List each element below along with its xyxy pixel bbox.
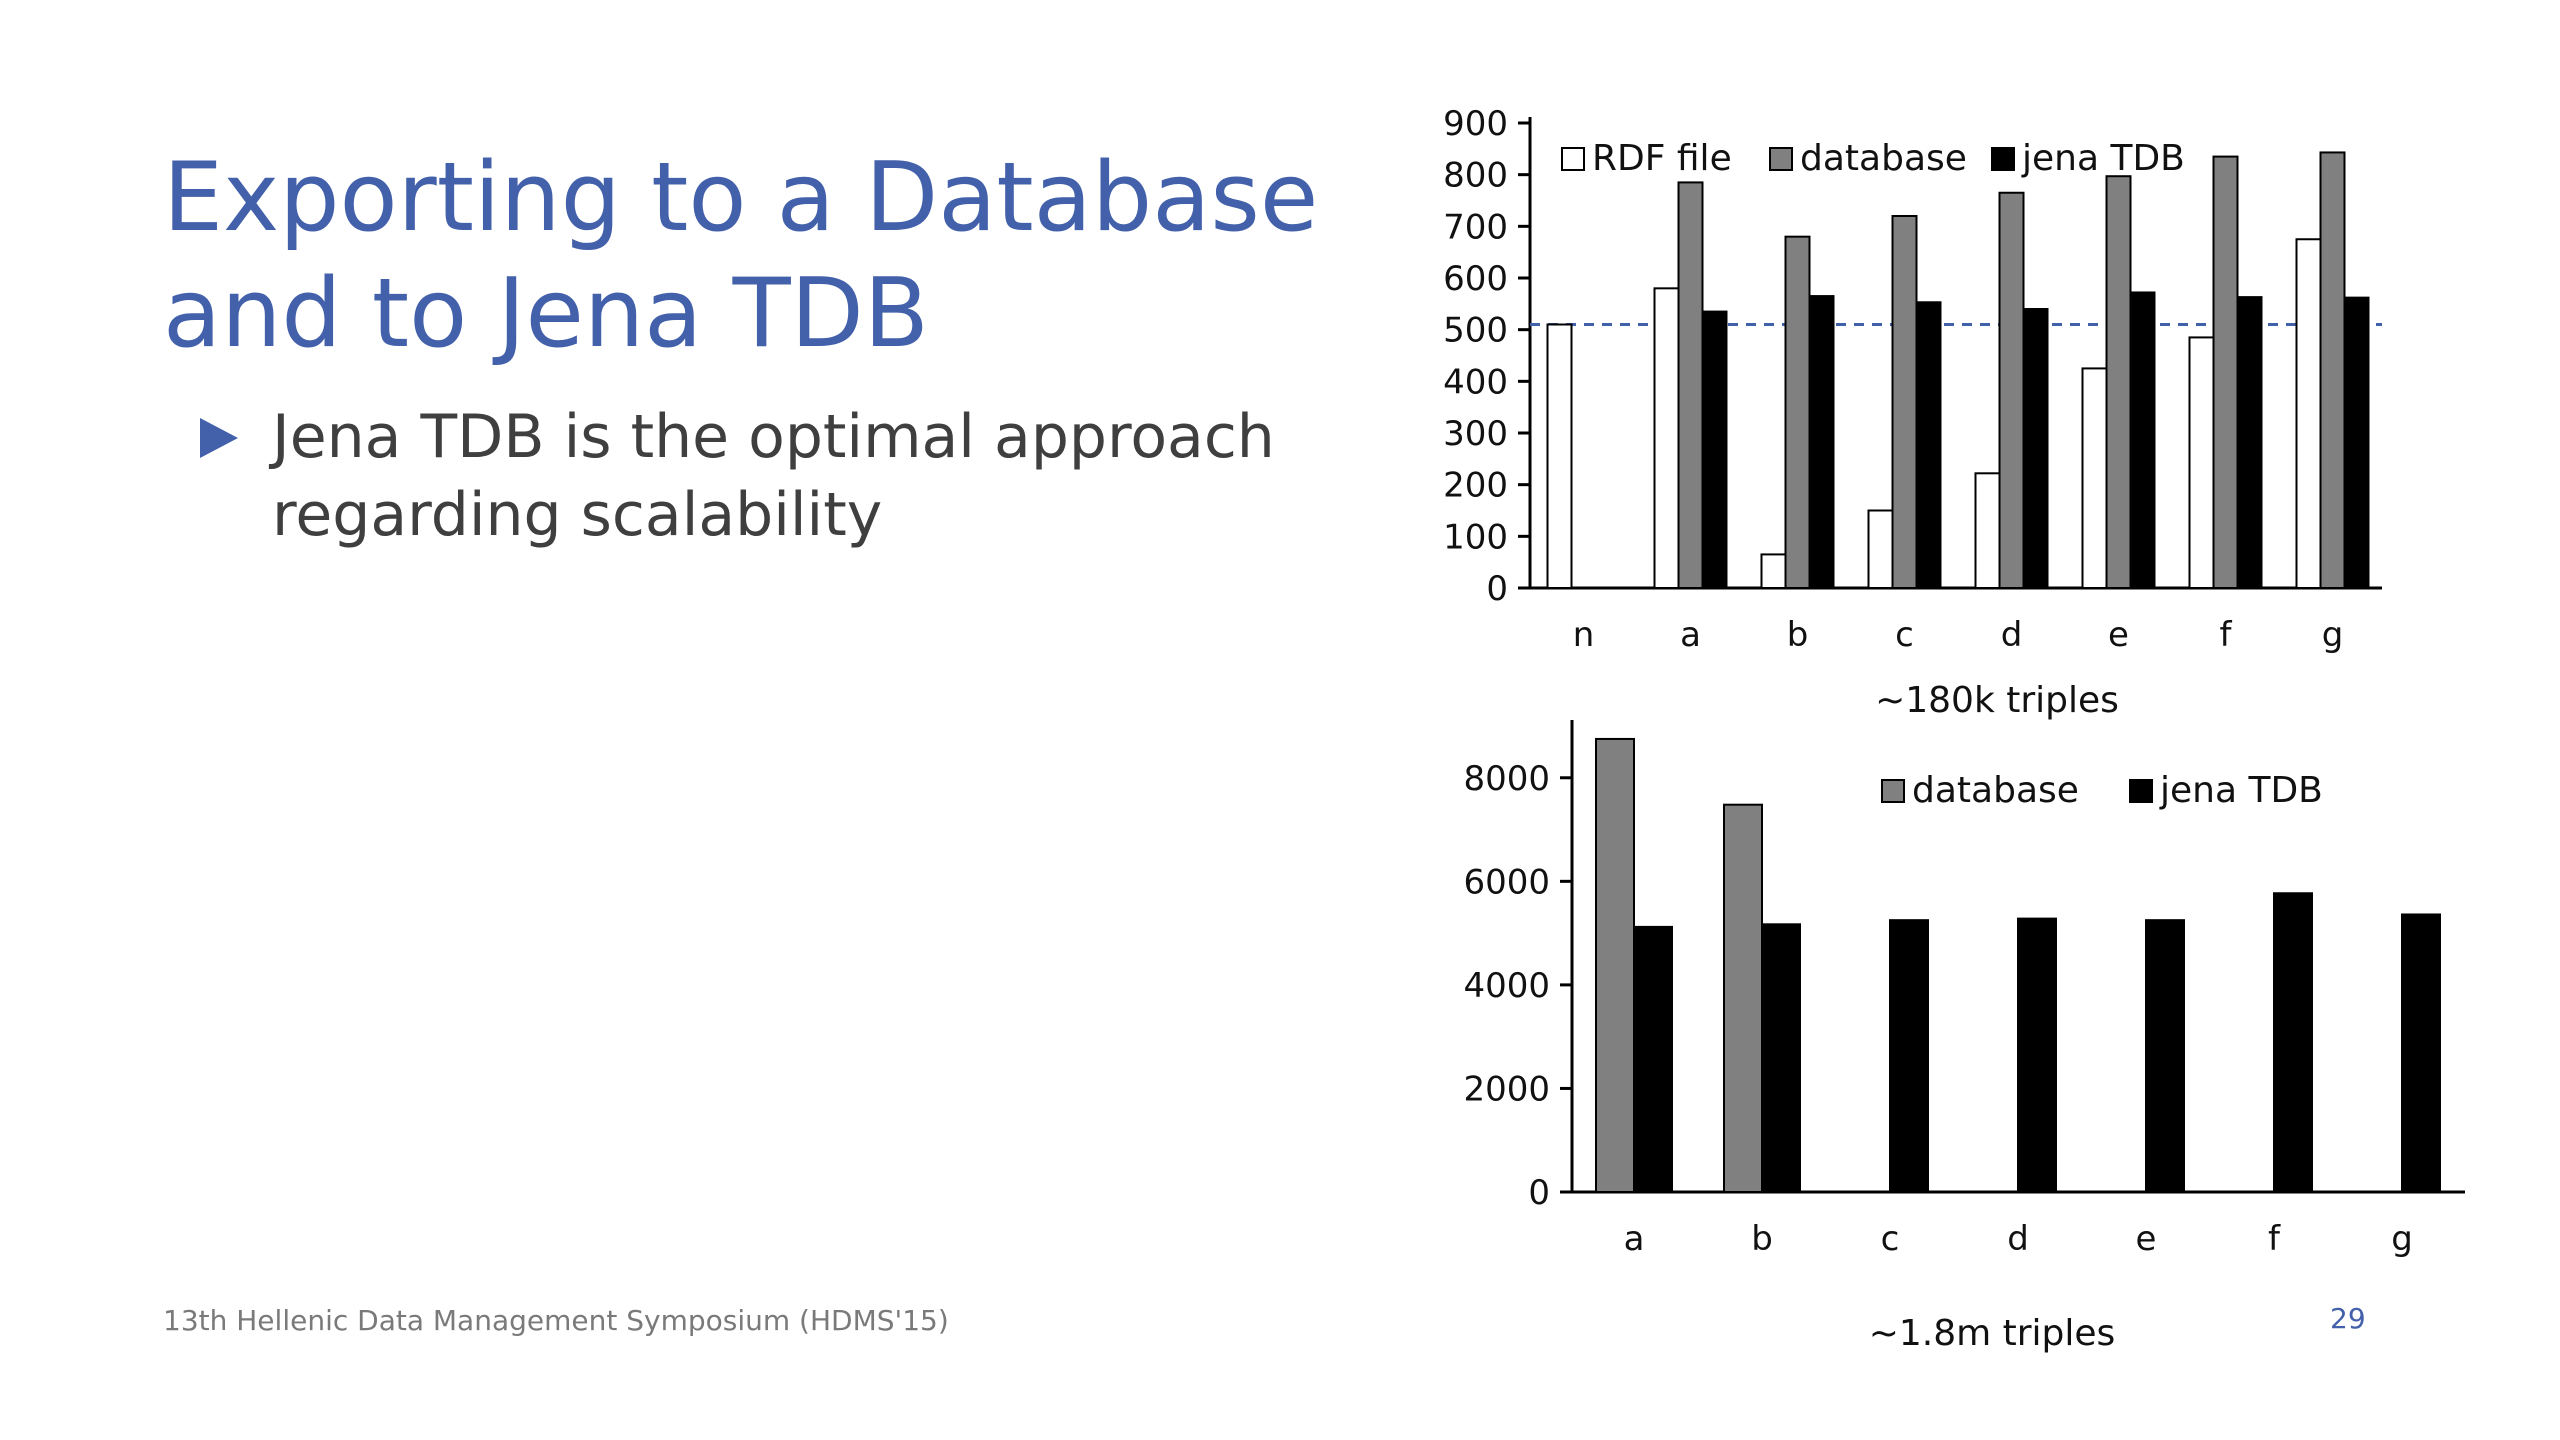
legend-label-rdf-file: RDF file xyxy=(1592,138,1732,179)
y-tick-label: 4000 xyxy=(1463,966,1550,1006)
x-tick-label: g xyxy=(2322,615,2344,655)
page-number: 29 xyxy=(2330,1302,2366,1335)
x-tick-label: b xyxy=(1751,1219,1773,1259)
bar-database-d xyxy=(1998,191,2025,589)
bar-database-e xyxy=(2105,175,2132,589)
bar-jena-tdb-a xyxy=(1633,925,1673,1193)
x-tick-label: c xyxy=(1881,1219,1900,1259)
bar-rdf-file-d xyxy=(1974,472,2001,589)
x-tick-label: e xyxy=(2136,1219,2157,1259)
y-tick-label: 6000 xyxy=(1463,862,1550,902)
bar-database-c xyxy=(1891,215,1918,589)
bar-rdf-file-c xyxy=(1867,509,1894,589)
x-tick-label: a xyxy=(1624,1219,1645,1259)
bar-database-g xyxy=(2319,151,2346,589)
bar-jena-tdb-g xyxy=(2401,913,2441,1194)
legend-swatch-jena-tdb xyxy=(1991,147,2015,171)
x-tick-label: e xyxy=(2108,615,2129,655)
bar-rdf-file-n xyxy=(1546,323,1573,589)
bar-jena-tdb-b xyxy=(1808,295,1835,589)
bar-jena-tdb-g xyxy=(2343,296,2370,589)
bar-database-a xyxy=(1595,737,1635,1193)
bar-rdf-file-f xyxy=(2188,336,2215,589)
x-tick-label: b xyxy=(1787,615,1809,655)
x-tick-label: f xyxy=(2220,615,2233,655)
y-tick-label: 600 xyxy=(1443,259,1508,299)
y-tick-label: 0 xyxy=(1528,1173,1550,1213)
bar-jena-tdb-f xyxy=(2236,296,2263,589)
y-tick-label: 500 xyxy=(1443,311,1508,351)
bar-jena-tdb-f xyxy=(2273,892,2313,1194)
y-tick-label: 200 xyxy=(1443,466,1508,506)
bar-jena-tdb-e xyxy=(2129,291,2156,589)
slide-title: Exporting to a Database and to Jena TDB xyxy=(163,140,1413,372)
bar-database-b xyxy=(1784,235,1811,590)
bar-jena-tdb-d xyxy=(2022,308,2049,589)
legend-swatch-database xyxy=(1881,779,1905,803)
x-tick-label: g xyxy=(2391,1219,2413,1259)
bar-jena-tdb-d xyxy=(2017,917,2057,1193)
bar-jena-tdb-c xyxy=(1915,301,1942,589)
y-tick-label: 8000 xyxy=(1463,759,1550,799)
x-tick-label: c xyxy=(1895,615,1914,655)
title-line-2: and to Jena TDB xyxy=(163,259,929,369)
y-tick-label: 300 xyxy=(1443,414,1508,454)
bar-jena-tdb-c xyxy=(1889,919,1929,1194)
legend-swatch-rdf-file xyxy=(1561,147,1585,171)
y-tick-label: 800 xyxy=(1443,156,1508,196)
x-tick-label: d xyxy=(2007,1219,2029,1259)
legend-label-jena-tdb: jena TDB xyxy=(2021,138,2185,179)
x-tick-label: d xyxy=(2001,615,2023,655)
bar-jena-tdb-e xyxy=(2145,919,2185,1194)
bar-rdf-file-e xyxy=(2081,367,2108,589)
bullet-item: Jena TDB is the optimal approach regardi… xyxy=(200,398,1472,554)
triangle-bullet-icon xyxy=(200,418,238,458)
bar-rdf-file-a xyxy=(1653,287,1680,589)
bar-rdf-file-b xyxy=(1760,553,1787,590)
bullet-text: Jena TDB is the optimal approach regardi… xyxy=(272,402,1275,550)
bar-database-a xyxy=(1677,181,1704,590)
bar-database-b xyxy=(1723,803,1763,1193)
x-tick-label: f xyxy=(2268,1219,2281,1259)
bar-jena-tdb-b xyxy=(1761,923,1801,1193)
y-tick-label: 0 xyxy=(1486,569,1508,609)
y-tick-label: 900 xyxy=(1443,104,1508,144)
legend-label-database: database xyxy=(1800,138,1967,179)
y-tick-label: 400 xyxy=(1443,362,1508,402)
chart-caption: ~1.8m triples xyxy=(1869,1313,2116,1354)
legend-label-database: database xyxy=(1912,770,2079,811)
legend-label-jena-tdb: jena TDB xyxy=(2159,770,2323,811)
chart-caption: ~180k triples xyxy=(1875,680,2119,721)
bullet-list: Jena TDB is the optimal approach regardi… xyxy=(200,398,1472,554)
x-tick-label: n xyxy=(1573,615,1595,655)
bar-rdf-file-g xyxy=(2295,238,2322,589)
legend-swatch-jena-tdb xyxy=(2129,779,2153,803)
x-tick-label: a xyxy=(1680,615,1701,655)
legend-swatch-database xyxy=(1769,147,1793,171)
bar-jena-tdb-a xyxy=(1701,310,1728,589)
footer-text: 13th Hellenic Data Management Symposium … xyxy=(163,1304,949,1337)
title-line-1: Exporting to a Database xyxy=(163,143,1319,253)
y-tick-label: 700 xyxy=(1443,207,1508,247)
y-tick-label: 100 xyxy=(1443,517,1508,557)
y-tick-label: 2000 xyxy=(1463,1069,1550,1109)
bar-database-f xyxy=(2212,155,2239,589)
